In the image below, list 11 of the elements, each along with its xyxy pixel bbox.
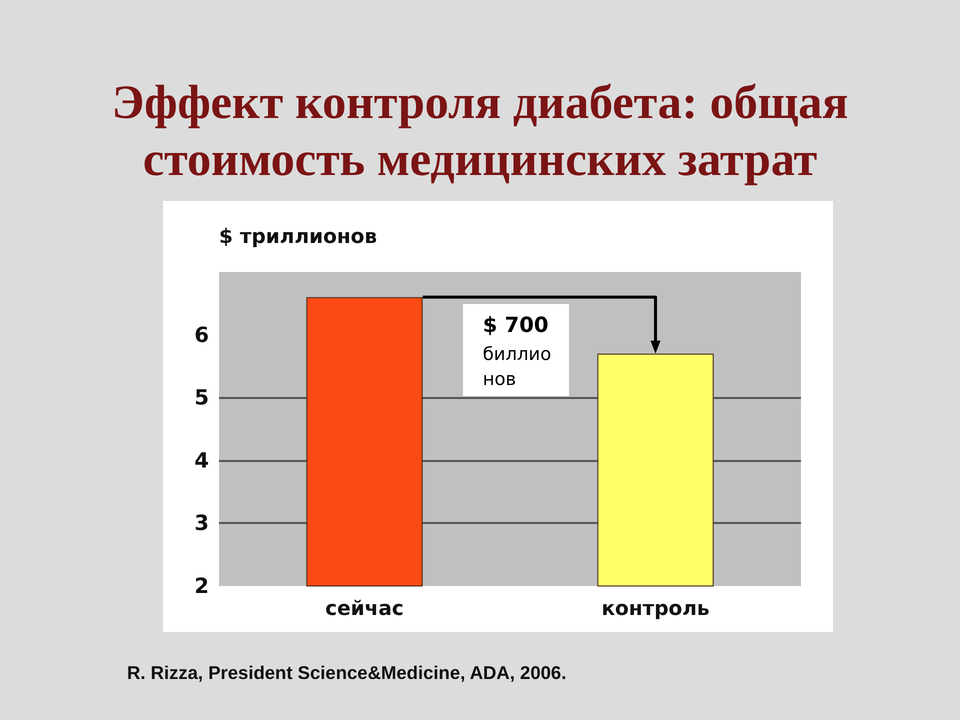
- chart-title: Эффект контроля диабета: общая стоимость медицинских затрат: [110, 75, 850, 188]
- x-tick-label: сейчас: [325, 596, 404, 620]
- annotation: $ 700 биллио нов: [482, 312, 552, 392]
- y-tick-label: 6: [194, 322, 209, 347]
- x-tick-label: контроль: [601, 596, 710, 620]
- y-tick-label: 3: [194, 511, 209, 536]
- y-axis-title: $ триллионов: [219, 224, 378, 248]
- y-tick-label: 2: [194, 574, 209, 598]
- text: R. Rizza, President Science&Medicine, ADA, 2006.: [127, 661, 566, 685]
- y-tick-label: 4: [194, 448, 209, 472]
- y-tick-label: 5: [194, 386, 209, 410]
